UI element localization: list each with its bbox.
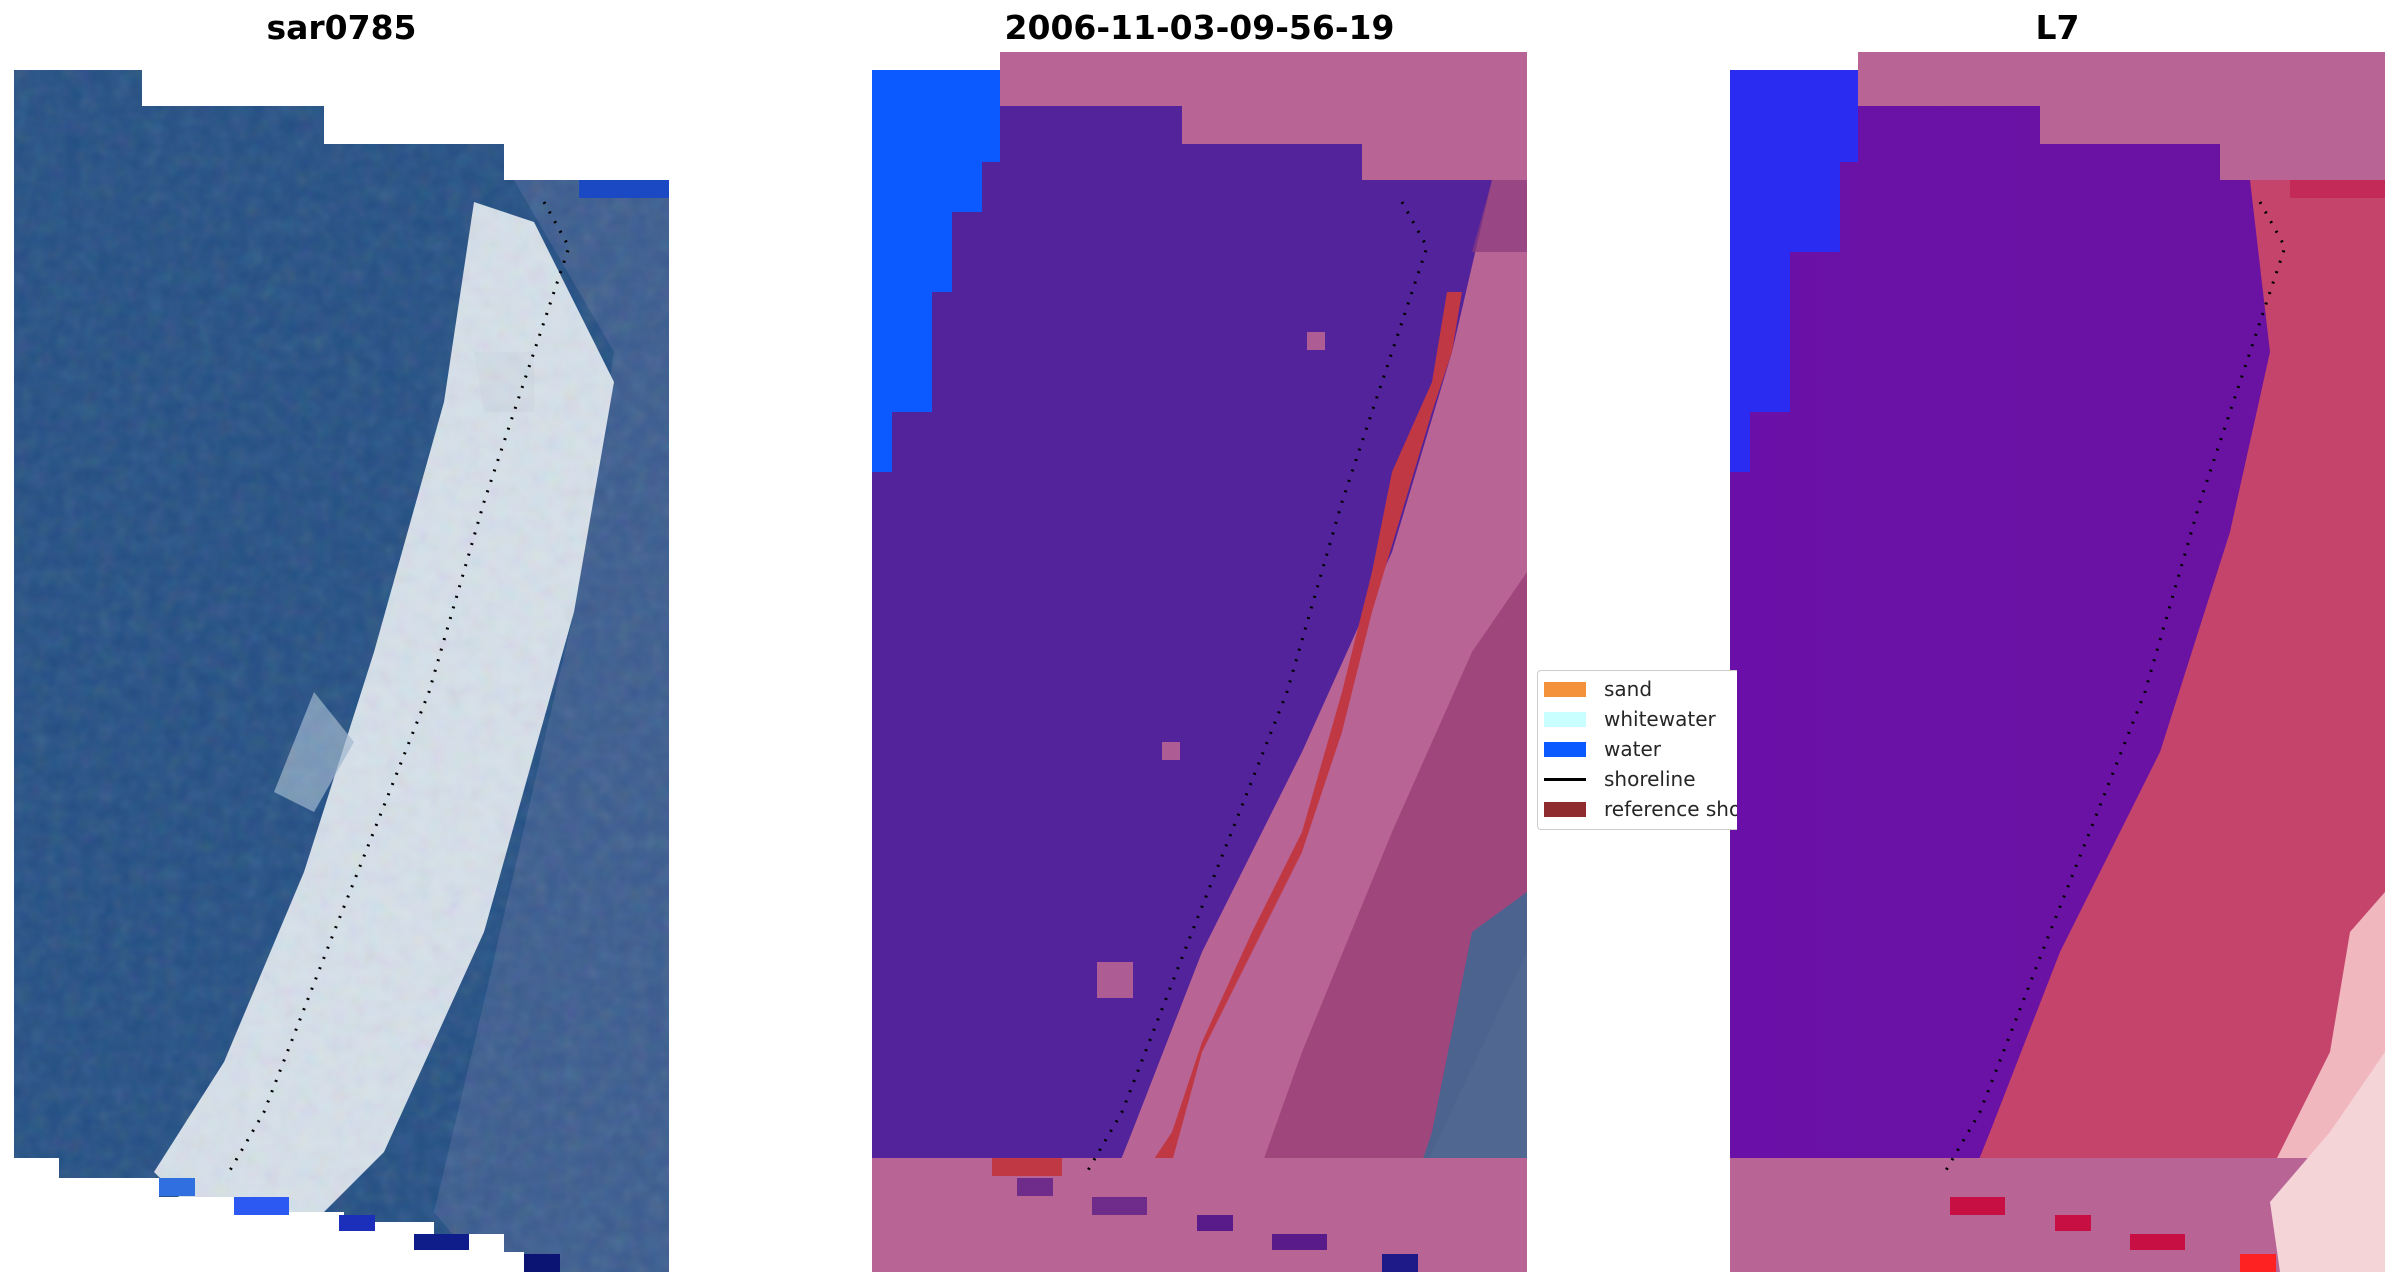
water-pixel — [339, 1215, 375, 1231]
bright-land — [2270, 1052, 2385, 1272]
panel-title-3: L7 — [2035, 8, 2080, 47]
water-class — [872, 70, 1492, 1232]
water-swatch-area — [872, 70, 1000, 472]
nodata — [142, 70, 669, 180]
nodata-mask — [1858, 52, 2385, 180]
panel-title-1: sar0785 — [266, 8, 417, 47]
texture — [14, 52, 669, 1272]
water-pixel — [414, 1234, 469, 1250]
nodata — [872, 52, 1000, 70]
pixel — [1950, 1197, 2005, 1215]
legend-item-water: water — [1538, 733, 1737, 763]
index-image-panel — [1730, 52, 2385, 1272]
water-swatch — [1544, 742, 1586, 757]
panel-title-2: 2006-11-03-09-56-19 — [1004, 8, 1395, 47]
water-pixel — [159, 1178, 195, 1196]
reference-shoreline-swatch — [1544, 802, 1586, 817]
pixel — [992, 1158, 1062, 1176]
rgb-image-panel — [14, 52, 669, 1272]
shoreline — [1943, 201, 2287, 1173]
pixel — [1197, 1215, 1233, 1231]
pixel — [1017, 1178, 1053, 1196]
pixel — [2130, 1234, 2185, 1250]
legend-item-whitewater: whitewater — [1538, 703, 1737, 733]
legend-item-shoreline: shoreline — [1538, 763, 1737, 793]
legend-label: whitewater — [1604, 707, 1716, 731]
pixel — [2290, 180, 2385, 198]
land-index — [1950, 180, 2385, 1232]
pixel — [1092, 1197, 1147, 1215]
water-pixel — [234, 1197, 289, 1215]
water-pixel — [524, 1254, 560, 1272]
whitewater-swatch — [1544, 712, 1586, 727]
land-shade — [1472, 180, 1527, 252]
legend-item-reference-shoreline: reference shoreline — [1538, 793, 1737, 823]
pixel — [1382, 1254, 1418, 1272]
pixel — [1162, 742, 1180, 760]
legend: sand whitewater water shoreline referenc… — [1537, 670, 1737, 830]
legend-label: water — [1604, 737, 1661, 761]
pixel — [1307, 332, 1325, 350]
legend-item-sand: sand — [1538, 673, 1737, 703]
nodata — [1730, 52, 1858, 70]
pixel — [1097, 962, 1133, 998]
shoreline — [227, 201, 571, 1173]
classified-image-panel — [872, 52, 1527, 1272]
water-pixel — [579, 180, 669, 198]
sand-swatch — [1544, 682, 1586, 697]
nodata — [14, 52, 669, 70]
water-strong — [1730, 70, 1858, 472]
pixel — [1272, 1234, 1327, 1250]
legend-label: reference shoreline — [1604, 797, 1737, 821]
pixel — [2240, 1254, 2276, 1272]
shoreline — [1085, 201, 1429, 1173]
legend-label: sand — [1604, 677, 1653, 701]
shoreline-swatch — [1544, 778, 1586, 781]
nodata-mask — [1000, 52, 1527, 180]
pixel — [2055, 1215, 2091, 1231]
legend-label: shoreline — [1604, 767, 1696, 791]
nodata-mask — [872, 1232, 1527, 1272]
